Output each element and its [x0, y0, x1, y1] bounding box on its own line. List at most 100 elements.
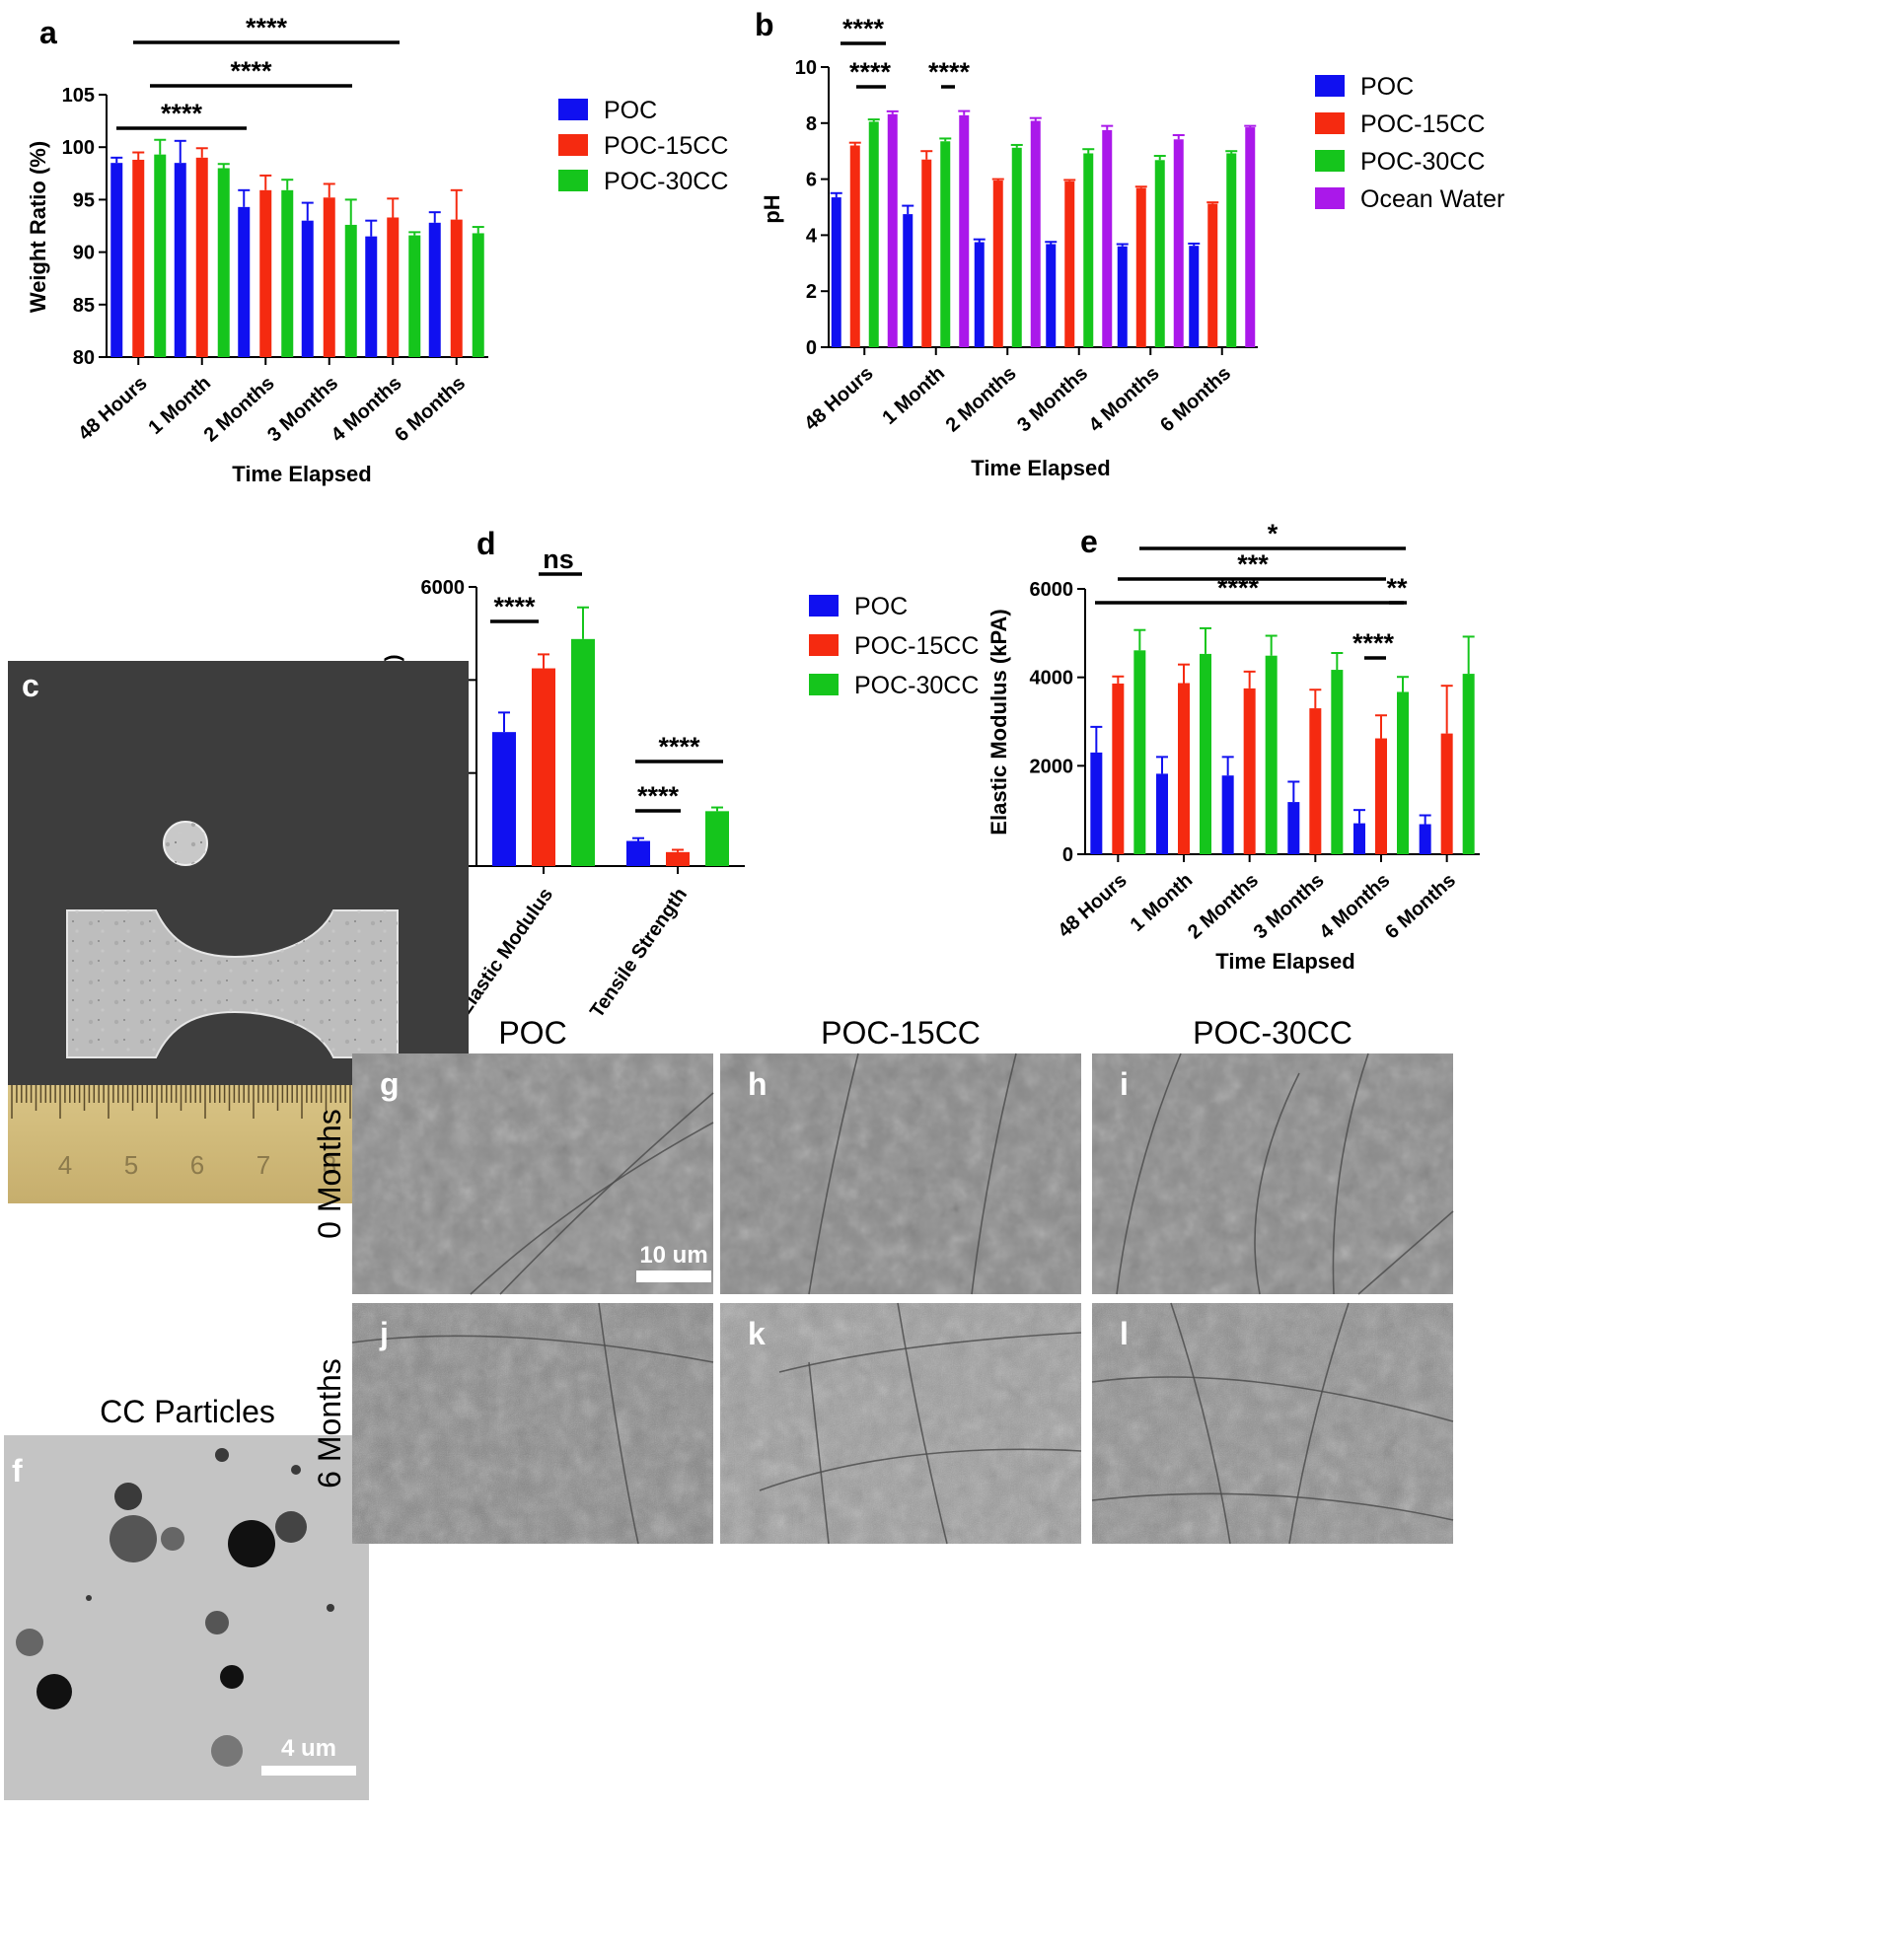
panel-letter: d: [476, 526, 496, 561]
significance-label: ****: [493, 592, 536, 621]
panel-letter-f: f: [12, 1453, 23, 1488]
y-tick-label: 105: [62, 85, 95, 107]
legend-label: Ocean Water: [1360, 185, 1504, 213]
sem-crack: [1332, 1053, 1369, 1295]
legend-swatch: [809, 674, 839, 695]
legend-label: POC-30CC: [854, 672, 979, 699]
x-axis-title: Time Elapsed: [1215, 949, 1354, 974]
sem-row-title: 0 Months: [312, 1109, 347, 1239]
legend-label: POC: [854, 593, 908, 620]
significance-label: ***: [1237, 549, 1269, 579]
bar: [259, 189, 272, 357]
specimen-photo: 4 5 6 7 8 c: [8, 661, 469, 1203]
sem-crack: [1357, 1210, 1454, 1295]
bar: [154, 154, 167, 357]
sem-tile: i: [1092, 1053, 1454, 1295]
bar: [1397, 691, 1409, 854]
bar: [132, 159, 145, 357]
sem-crack: [808, 1053, 859, 1295]
y-tick-label: 2000: [1030, 756, 1074, 777]
significance-label: ****: [637, 781, 680, 811]
legend-swatch: [1315, 75, 1345, 97]
y-tick-label: 0: [1062, 844, 1073, 866]
bar: [1046, 244, 1057, 347]
sem-texture: [1092, 1053, 1453, 1294]
sem-panel-letter: h: [748, 1066, 767, 1102]
bar: [1287, 802, 1300, 854]
bar: [1030, 120, 1041, 347]
y-tick-label: 80: [73, 347, 95, 369]
bar: [450, 219, 463, 357]
legend-label: POC-30CC: [604, 168, 728, 195]
bar: [1462, 674, 1475, 854]
bar: [940, 141, 951, 347]
bar: [365, 236, 378, 357]
bar: [626, 840, 650, 866]
legend-label: POC: [604, 97, 657, 124]
sem-crack: [351, 1335, 714, 1363]
y-tick-label: 10: [795, 57, 817, 79]
bar: [974, 242, 985, 347]
bar: [1102, 129, 1113, 347]
sem-panel-letter: g: [380, 1066, 400, 1102]
significance-label: ****: [842, 14, 885, 43]
legend-swatch: [1315, 187, 1345, 209]
significance-label: ****: [161, 99, 203, 128]
legend-label: POC-15CC: [1360, 110, 1485, 138]
bar: [1245, 127, 1256, 347]
bar: [903, 214, 913, 347]
bar: [959, 114, 970, 348]
legend-swatch: [558, 170, 588, 191]
ruler-number: 8: [323, 1150, 336, 1180]
sem-crack: [759, 1448, 1082, 1491]
sem-panel-letter: k: [748, 1316, 766, 1351]
x-tick-label: 3 Months: [1250, 869, 1329, 943]
bar: [887, 113, 898, 347]
sem-crack: [1116, 1053, 1182, 1295]
significance-label: ****: [849, 57, 892, 87]
sem-crack: [1254, 1072, 1300, 1295]
sem-panel-letter: i: [1120, 1066, 1129, 1102]
bar: [110, 163, 123, 357]
ruler-number: 4: [58, 1150, 72, 1180]
bar: [831, 197, 841, 347]
y-tick-label: 6000: [421, 577, 466, 599]
x-axis-title: Time Elapsed: [232, 462, 371, 486]
bar: [1375, 738, 1387, 854]
bar: [1331, 670, 1344, 854]
significance-label: **: [1386, 573, 1408, 603]
bar: [666, 851, 690, 866]
bar: [323, 197, 335, 357]
ruler-number: 7: [256, 1150, 270, 1180]
bar: [344, 224, 357, 357]
x-tick-label: 6 Months: [1381, 869, 1460, 943]
sem-column-title: POC-30CC: [1193, 1015, 1352, 1051]
x-axis-title: Time Elapsed: [971, 456, 1110, 480]
sem-crack: [778, 1332, 1082, 1373]
cc-particles-image: CC Particles 4 um f: [4, 1394, 369, 1800]
y-tick-label: 90: [73, 243, 95, 264]
bar: [408, 235, 421, 357]
bar: [195, 157, 208, 357]
panel-letter-c: c: [22, 668, 39, 703]
sem-row-title: 6 Months: [312, 1358, 347, 1488]
bar: [301, 220, 314, 357]
y-tick-label: 6000: [1030, 579, 1074, 601]
bar: [705, 811, 729, 866]
bar: [1135, 187, 1146, 347]
bar: [492, 732, 516, 866]
x-tick-label: 4 Months: [1315, 869, 1394, 943]
y-tick-label: 2: [806, 281, 817, 303]
bar: [387, 217, 400, 357]
sem-scale-label: 10 um: [639, 1242, 707, 1269]
bar: [1200, 653, 1211, 854]
legend-label: POC-15CC: [604, 132, 728, 160]
significance-label: ****: [1352, 628, 1395, 658]
bar: [1226, 153, 1237, 347]
x-tick-label: 6 Months: [1156, 362, 1235, 436]
sem-crack: [808, 1361, 830, 1545]
panel-letter: e: [1080, 524, 1098, 559]
sem-crack: [897, 1302, 948, 1545]
y-axis-title: Weight Ratio (%): [26, 141, 50, 313]
ruler-number: 5: [124, 1150, 138, 1180]
